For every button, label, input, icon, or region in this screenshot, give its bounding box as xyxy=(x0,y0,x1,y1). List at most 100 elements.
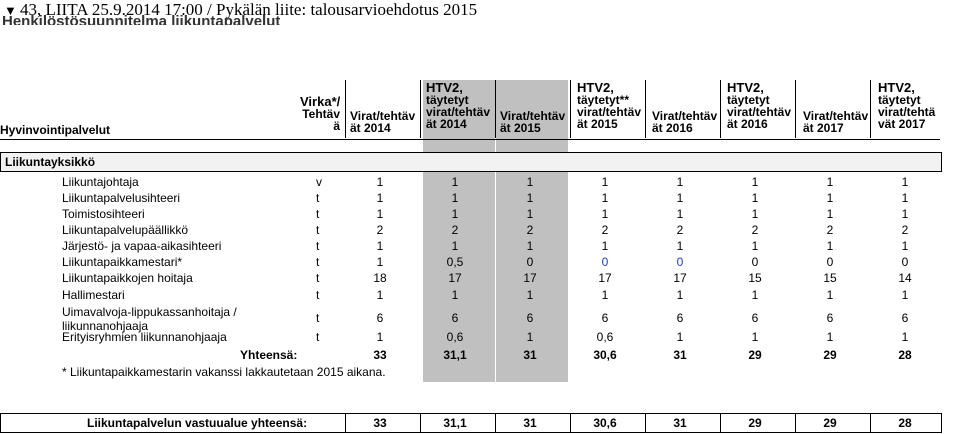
row-type: t xyxy=(316,207,320,221)
row-name: Liikuntajohtaja xyxy=(62,175,139,189)
row-value: 1 xyxy=(901,191,909,205)
header-divider xyxy=(870,80,871,138)
grand-total-value: 31 xyxy=(673,416,687,430)
column-header-4-line: täytetyt** xyxy=(577,93,630,107)
row-name: Liikuntapaikkojen hoitaja xyxy=(62,271,193,285)
row-value: 1 xyxy=(526,175,534,189)
column-header-2-line: täytetyt xyxy=(426,93,469,107)
row-value: 0 xyxy=(751,255,759,269)
grand-total-value: 29 xyxy=(823,416,837,430)
row-value: 1 xyxy=(751,191,759,205)
header-bottom-rule xyxy=(0,139,940,140)
column-header-3-line: ät 2015 xyxy=(500,121,541,135)
row-value: 2 xyxy=(751,223,759,237)
total-value: 31 xyxy=(673,348,687,362)
row-value: 1 xyxy=(526,191,534,205)
bookmark-number: 43, xyxy=(20,0,42,19)
column-header-1-line: ät 2014 xyxy=(350,121,391,135)
total-value: 33 xyxy=(373,348,387,362)
row-value: 1 xyxy=(451,191,459,205)
row-value: 1 xyxy=(676,175,684,189)
row-value: 1 xyxy=(601,175,609,189)
row-value: 1 xyxy=(901,330,909,344)
shade-column-virat2015 xyxy=(496,80,568,382)
grand-total-divider xyxy=(345,413,346,433)
row-type: t xyxy=(316,311,320,325)
row-value: 1 xyxy=(601,239,609,253)
column-header-3: Virat/tehtäv ät 2015 xyxy=(500,110,565,134)
bookmark-arrow-icon[interactable]: ▼ xyxy=(4,3,17,18)
row-type: v xyxy=(316,175,322,189)
row-value: 1 xyxy=(676,191,684,205)
row-value: 6 xyxy=(826,311,834,325)
row-name: Järjestö- ja vapaa-aikasihteeri xyxy=(62,239,222,253)
column-header-5: Virat/tehtäv ät 2016 xyxy=(652,110,717,134)
row-value: 1 xyxy=(676,207,684,221)
column-header-5-line: Virat/tehtäv xyxy=(652,109,718,123)
column-header-0-line: ä xyxy=(333,119,340,133)
row-value: 1 xyxy=(751,207,759,221)
row-value: 6 xyxy=(676,311,684,325)
row-value: 6 xyxy=(451,311,459,325)
column-header-6: HTV2, täytetyt virat/tehtäv ät 2016 xyxy=(727,80,792,131)
row-type: t xyxy=(316,288,320,302)
shade-column-htv2014 xyxy=(423,80,495,382)
row-value: 0 xyxy=(901,255,909,269)
row-value: 6 xyxy=(526,311,534,325)
row-value: 1 xyxy=(826,330,834,344)
row-value: 2 xyxy=(376,223,384,237)
row-value: 17 xyxy=(448,271,462,285)
column-header-8-line: virat/tehtä xyxy=(878,105,936,119)
column-header-1-line: Virat/tehtäv xyxy=(350,109,416,123)
row-value: 15 xyxy=(748,271,762,285)
column-header-7-line: ät 2017 xyxy=(803,121,844,135)
row-name: Toimistosihteeri xyxy=(62,207,145,221)
header-divider xyxy=(645,80,646,138)
row-value: 1 xyxy=(376,330,384,344)
row-value: 1 xyxy=(751,175,759,189)
row-value: 1 xyxy=(526,288,534,302)
header-divider xyxy=(795,80,796,138)
column-header-1: Virat/tehtäv ät 2014 xyxy=(350,110,415,134)
grand-total-box xyxy=(0,413,942,433)
row-value: 1 xyxy=(451,175,459,189)
row-value: 14 xyxy=(898,271,912,285)
total-value: 31 xyxy=(523,348,537,362)
column-header-6-line: ät 2016 xyxy=(727,117,768,131)
grand-total-divider xyxy=(570,413,571,433)
bookmark-title[interactable]: 43, LIITA 25.9.2014 17:00 / Pykälän liit… xyxy=(20,0,477,20)
row-value: 1 xyxy=(901,175,909,189)
row-value: 1 xyxy=(526,239,534,253)
row-value: 18 xyxy=(373,271,387,285)
row-value: 1 xyxy=(751,288,759,302)
grand-total-label: Liikuntapalvelun vastuualue yhteensä: xyxy=(87,416,308,430)
row-value: 2 xyxy=(526,223,534,237)
section-title: Liikuntayksikkö xyxy=(5,155,96,169)
column-header-0-line: Tehtäv xyxy=(302,107,340,121)
row-value: 0,6 xyxy=(596,330,614,344)
row-value: 1 xyxy=(826,207,834,221)
grand-total-value: 28 xyxy=(898,416,912,430)
column-header-6-line: HTV2, xyxy=(727,80,764,95)
row-value: 1 xyxy=(826,239,834,253)
row-value: 1 xyxy=(826,191,834,205)
row-value: 1 xyxy=(451,207,459,221)
row-type: t xyxy=(316,271,320,285)
total-value: 29 xyxy=(748,348,762,362)
row-value: 2 xyxy=(901,223,909,237)
column-header-2-line: ät 2014 xyxy=(426,117,467,131)
row-name: Liikuntapaikkamestari* xyxy=(62,255,183,269)
header-divider xyxy=(420,80,421,138)
row-value: 2 xyxy=(826,223,834,237)
row-value: 6 xyxy=(376,311,384,325)
column-header-6-line: virat/tehtäv xyxy=(727,105,792,119)
grand-total-divider xyxy=(870,413,871,433)
row-value: 0 xyxy=(826,255,834,269)
grand-total-divider xyxy=(420,413,421,433)
grand-total-value: 29 xyxy=(748,416,762,430)
row-value: 1 xyxy=(376,191,384,205)
row-value: 1 xyxy=(601,207,609,221)
row-value: 1 xyxy=(826,288,834,302)
row-value: 6 xyxy=(601,311,609,325)
row-value: 1 xyxy=(451,239,459,253)
